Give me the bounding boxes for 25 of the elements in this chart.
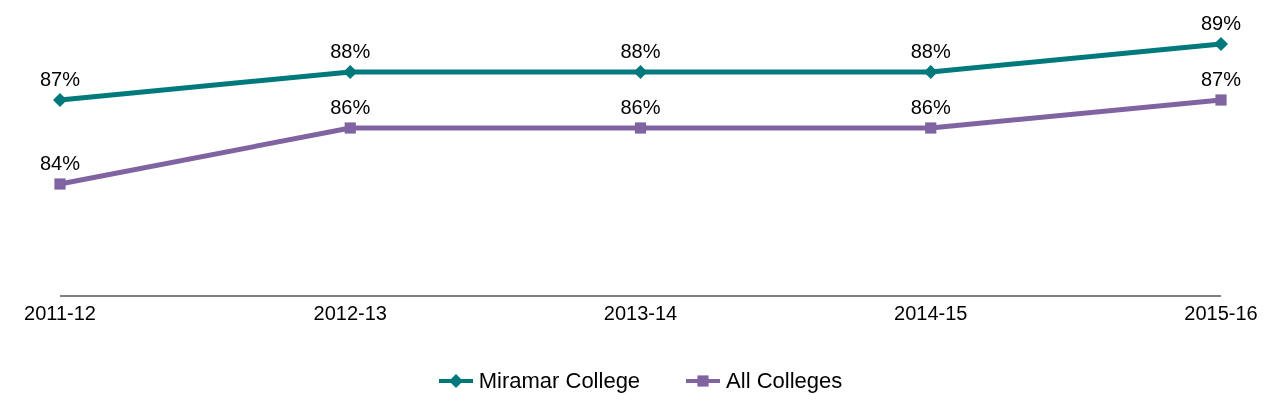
point (344, 122, 356, 134)
point (54, 178, 66, 190)
data-label: 87% (39, 68, 81, 90)
x-tick-label: 2012-13 (313, 302, 387, 325)
legend-label: Miramar College (477, 368, 641, 394)
data-label: 88% (620, 40, 661, 62)
data-label: 88% (330, 40, 371, 62)
point (1215, 94, 1227, 106)
x-tick-label: 2015-16 (1184, 302, 1258, 325)
data-label: 89% (1200, 12, 1242, 34)
data-label: 86% (330, 96, 371, 118)
x-tick-label: 2014-15 (894, 302, 968, 325)
point (633, 65, 648, 79)
x-tick-label: 2013-14 (603, 302, 678, 325)
point (634, 122, 647, 134)
data-label: 86% (620, 96, 661, 118)
point (925, 122, 937, 134)
data-label: 87% (1200, 68, 1242, 90)
x-tick-label: 2011-12 (24, 302, 96, 325)
legend-label: All Colleges (725, 368, 843, 394)
point (53, 93, 67, 107)
data-label: 86% (910, 96, 951, 118)
data-label: 88% (910, 40, 951, 62)
point (1214, 37, 1228, 51)
data-label: 84% (39, 152, 81, 174)
